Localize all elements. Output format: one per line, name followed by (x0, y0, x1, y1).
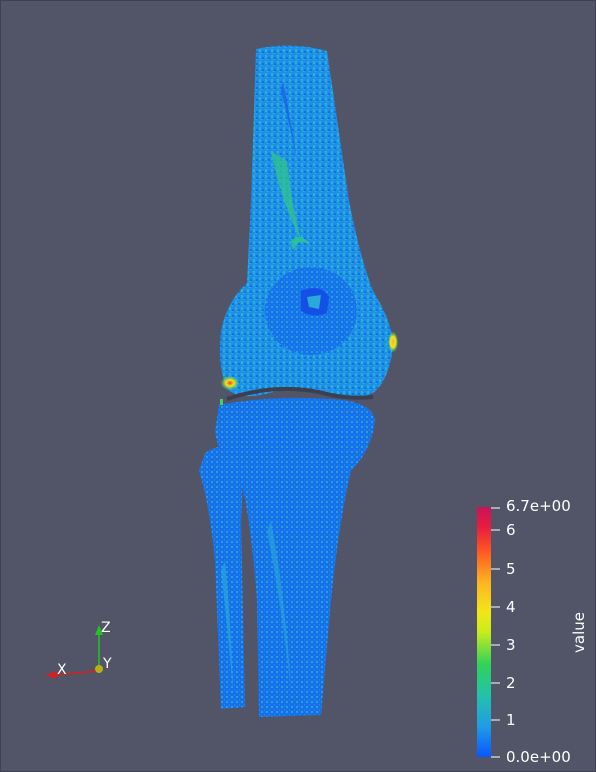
colorbar-tick-marks (491, 508, 500, 757)
y-axis-label: Y (103, 657, 112, 671)
x-axis-arrowhead (45, 671, 57, 679)
fibula-mesh[interactable] (199, 446, 245, 709)
orientation-axes[interactable] (45, 625, 103, 679)
colorbar-max-label: 6.7e+00 (506, 499, 571, 514)
femur-mesh[interactable] (220, 45, 393, 398)
colorbar-tick-label-1: 1 (506, 713, 516, 728)
y-axis-dot (95, 665, 103, 673)
colorbar-tick-label-5: 5 (506, 562, 516, 577)
colorbar-tick-label-6: 6 (506, 523, 516, 538)
hotspot-small (220, 399, 223, 405)
colorbar-title: value (570, 612, 588, 653)
colorbar-tick-label-4: 4 (506, 600, 516, 615)
z-axis-label: Z (101, 621, 111, 635)
colorbar-tick-label-2: 2 (506, 676, 516, 691)
colorbar-gradient (477, 507, 491, 757)
hotspot-lateral (221, 376, 239, 390)
colorbar-tick-label-3: 3 (506, 638, 516, 653)
colorbar (477, 507, 500, 757)
colorbar-min-label: 0.0e+00 (506, 750, 571, 765)
hotspot-medial (388, 332, 398, 352)
x-axis-label: X (57, 663, 67, 677)
